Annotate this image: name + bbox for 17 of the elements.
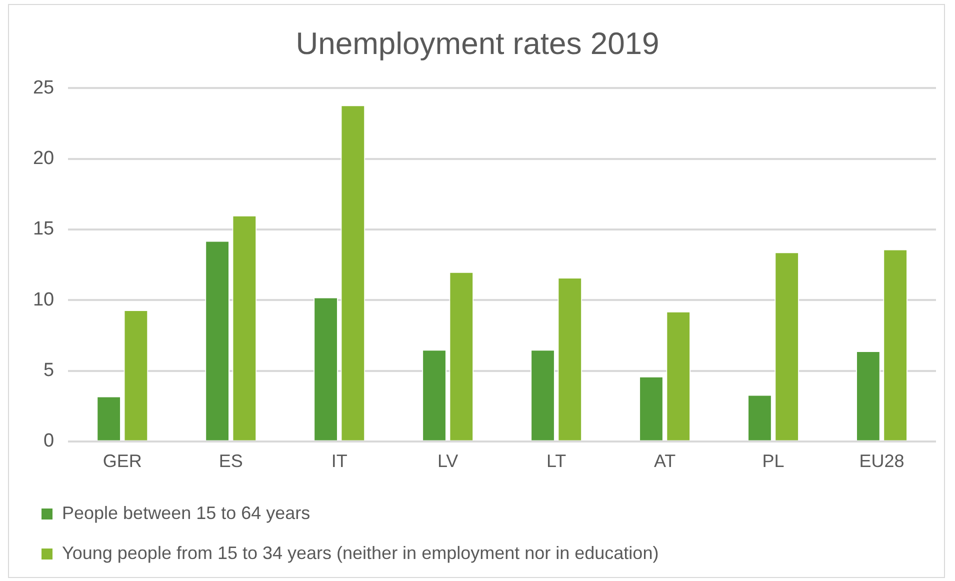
y-tick-label: 5 xyxy=(44,360,54,381)
x-tick-label: ES xyxy=(218,451,243,472)
y-tick-label: 10 xyxy=(32,289,54,310)
x-tick-label: EU28 xyxy=(859,451,904,472)
chart-title: Unemployment rates 2019 xyxy=(296,26,660,62)
legend-label: People between 15 to 64 years xyxy=(62,502,310,523)
y-tick-label: 20 xyxy=(32,148,54,170)
x-tick-label: GER xyxy=(102,451,142,472)
x-tick-label: PL xyxy=(762,451,784,472)
x-tick-label: AT xyxy=(654,451,676,472)
x-tick-label: LT xyxy=(546,451,566,472)
y-tick-label: 15 xyxy=(32,218,54,240)
y-tick-label: 0 xyxy=(44,430,54,452)
y-tick-label: 25 xyxy=(32,77,54,98)
x-tick-label: LV xyxy=(437,451,458,472)
legend-label: Young people from 15 to 34 years (neither in employment nor in education) xyxy=(62,542,659,563)
x-tick-label: IT xyxy=(331,451,348,472)
